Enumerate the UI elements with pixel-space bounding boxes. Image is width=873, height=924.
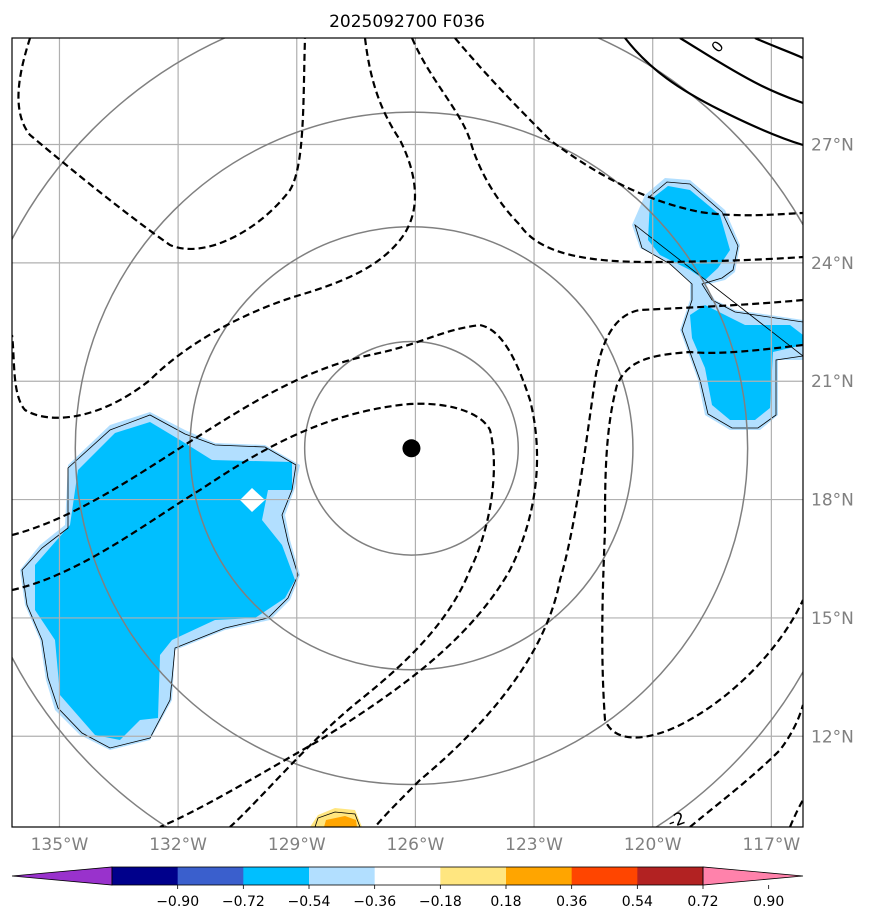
range-rings (12, 38, 803, 827)
range-ring (303, 340, 519, 556)
shaded-region-south-core (324, 816, 357, 827)
colorbar-tick-label: −0.36 (353, 894, 396, 910)
contour-line (689, 704, 803, 827)
colorbar-tick-label: 0.54 (622, 894, 653, 910)
range-ring (189, 226, 634, 671)
colorbar-extend-high (702, 866, 804, 886)
shaded-outline-south (314, 811, 361, 827)
y-tick-label: 24°N (811, 254, 854, 274)
range-ring (74, 111, 749, 786)
contour-line (601, 343, 803, 739)
colorbar-frame (111, 866, 704, 886)
shaded-region-west-core (35, 422, 295, 740)
colorbar-extend-low (11, 866, 113, 886)
colorbar-segment (440, 867, 507, 885)
contour-line (454, 38, 803, 217)
colorbar-segment (571, 867, 638, 885)
chart-title: 2025092700 F036 (329, 12, 485, 32)
shaded-regions (20, 178, 803, 827)
colorbar-segment (243, 867, 310, 885)
x-tick-label: 132°W (149, 835, 207, 855)
contour-label-zero: 0 (708, 37, 728, 56)
contour-line (410, 38, 803, 264)
colorbar-segment (506, 867, 573, 885)
colorbar-tick-label: 0.90 (753, 894, 784, 910)
contour-line (12, 402, 495, 827)
contour-line (754, 38, 803, 59)
colorbar-tick-label: −0.54 (288, 894, 331, 910)
y-tick-label: 18°N (811, 491, 854, 511)
contour-line (374, 298, 803, 827)
colorbar-segment (177, 867, 244, 885)
storm-center-marker (402, 439, 421, 458)
colorbar-segment (637, 867, 704, 885)
contour-line (624, 38, 803, 147)
shaded-outline-west (21, 414, 299, 749)
contour-line (12, 38, 416, 419)
x-tick-label: 123°W (505, 835, 563, 855)
contour-line (12, 323, 539, 827)
y-tick-label: 21°N (811, 372, 854, 392)
contour-line (788, 799, 803, 827)
contour-line (679, 38, 803, 105)
colorbar-segment (112, 867, 179, 885)
shaded-outlines (21, 181, 803, 827)
shaded-outline-northeast (634, 181, 803, 429)
y-axis-labels: 12°N 15°N 18°N 21°N 24°N 27°N (811, 136, 854, 748)
colorbar-tick-label: −0.90 (156, 894, 199, 910)
plot-frame (11, 37, 804, 828)
x-tick-label: 126°W (387, 835, 445, 855)
colorbar-tick-label: −0.72 (222, 894, 265, 910)
solid-contours (624, 38, 803, 147)
gridlines (12, 38, 803, 827)
plot-area: 0 -2 (12, 37, 803, 833)
x-tick-label: 120°W (624, 835, 682, 855)
colorbar-tick-label: 0.72 (687, 894, 718, 910)
colorbar-tick-label: −0.18 (419, 894, 462, 910)
y-tick-label: 12°N (811, 727, 854, 747)
x-tick-label: 135°W (31, 835, 89, 855)
colorbar-tick-label: 0.18 (490, 894, 521, 910)
dashed-contours (12, 38, 803, 827)
colorbar-segment (374, 867, 441, 885)
contour-label-minus-two: -2 (665, 808, 688, 833)
colorbar: −0.90 −0.72 −0.54 −0.36 −0.18 0.18 0.36 0.54 0.7… (11, 866, 804, 910)
y-tick-label: 27°N (811, 136, 854, 156)
x-tick-label: 129°W (268, 835, 326, 855)
x-axis-labels: 135°W 132°W 129°W 126°W 123°W 120°W 117°W (31, 835, 801, 855)
shaded-region-northeast-core (648, 186, 730, 280)
contour-line (17, 38, 307, 250)
colorbar-segment (309, 867, 376, 885)
colorbar-tick-label: 0.36 (556, 894, 587, 910)
y-tick-label: 15°N (811, 609, 854, 629)
x-tick-label: 117°W (742, 835, 800, 855)
